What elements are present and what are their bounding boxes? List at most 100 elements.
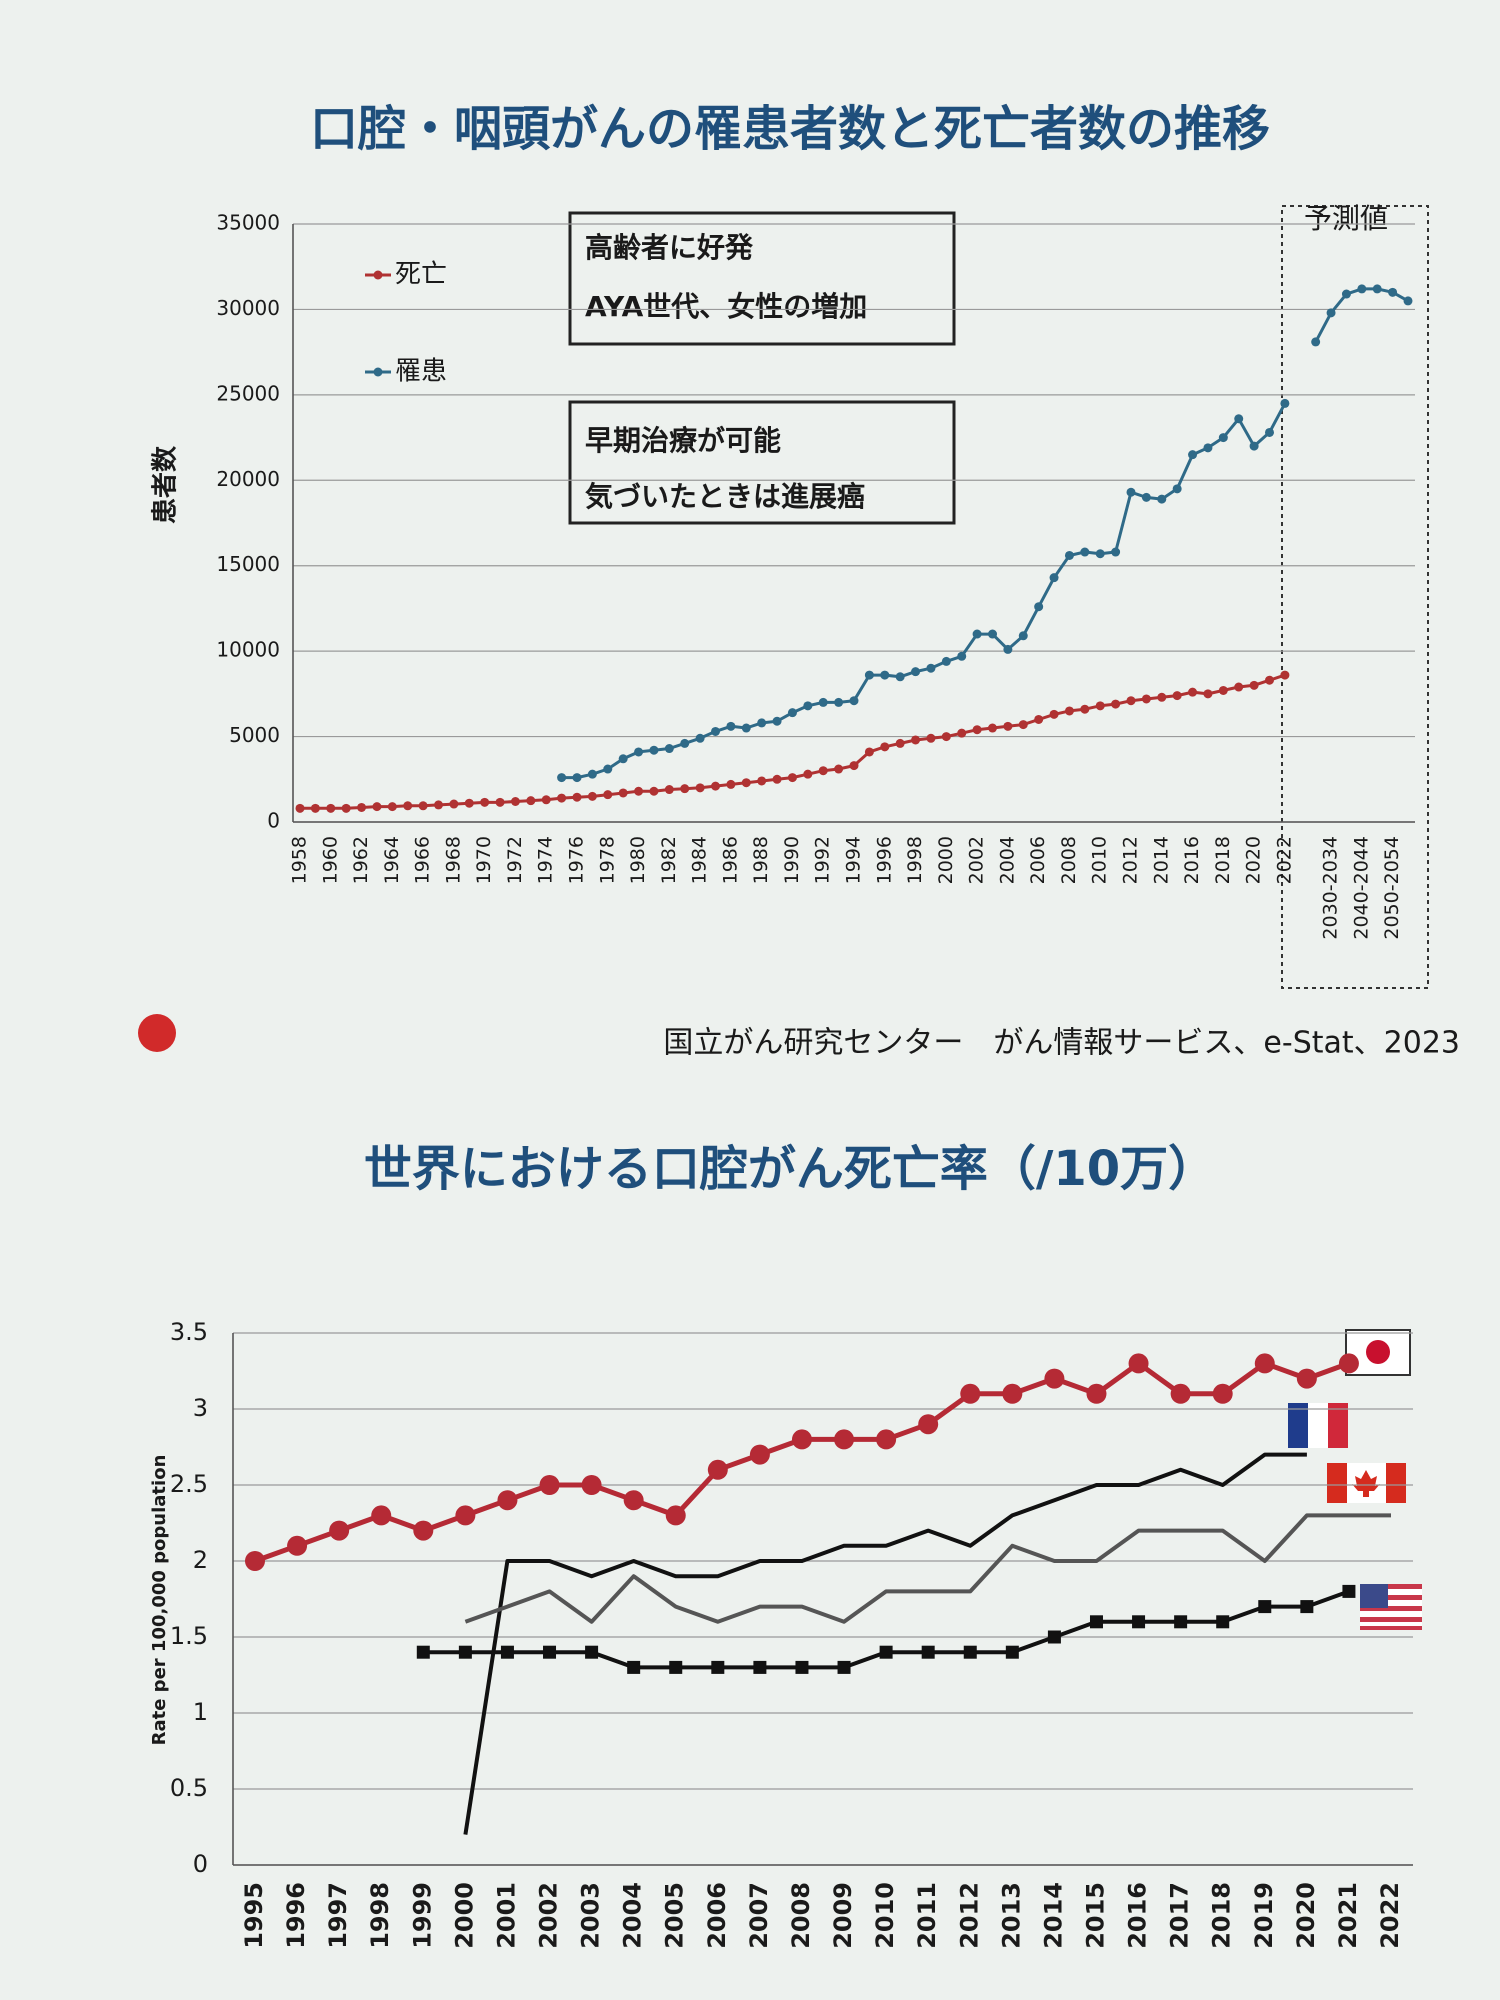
- source-note: 国立がん研究センター がん情報サービス、e-Stat、2023: [663, 1026, 1460, 1061]
- data-point: [880, 742, 890, 752]
- data-point: [1234, 414, 1244, 424]
- data-point: [458, 1645, 472, 1659]
- data-point: [1357, 284, 1367, 294]
- x-tick-label: 2015: [1081, 1882, 1109, 1949]
- data-point: [480, 797, 490, 807]
- data-point: [1342, 1584, 1356, 1598]
- y-tick-label: 20000: [216, 467, 280, 491]
- data-point: [795, 1660, 809, 1674]
- data-point: [1157, 494, 1167, 504]
- data-point: [695, 733, 705, 743]
- x-tick-label: 1988: [750, 836, 772, 884]
- y-tick-label: 0.5: [170, 1774, 208, 1802]
- x-tick-label: 2005: [661, 1882, 689, 1949]
- data-point: [1249, 441, 1259, 451]
- y-tick-label: 0: [193, 1850, 208, 1878]
- data-point: [834, 697, 844, 707]
- data-point: [1034, 602, 1044, 612]
- chart-title: 口腔・咽頭がんの罹患者数と死亡者数の推移: [310, 101, 1270, 157]
- data-point: [1064, 706, 1074, 716]
- data-point: [1300, 1600, 1314, 1614]
- data-point: [634, 786, 644, 796]
- x-tick-label: 1980: [627, 836, 649, 884]
- data-point: [1234, 682, 1244, 692]
- y-tick-label: 0: [267, 809, 280, 833]
- y-tick-label: 1: [193, 1698, 208, 1726]
- data-point: [1265, 675, 1274, 685]
- data-point: [1326, 308, 1336, 318]
- data-point: [1047, 1630, 1061, 1644]
- data-point: [1372, 284, 1382, 294]
- x-tick-label: 2013: [997, 1882, 1025, 1949]
- x-tick-label: 2010: [1089, 836, 1111, 884]
- data-point: [1341, 289, 1351, 299]
- data-point: [1170, 1383, 1191, 1404]
- data-point: [1258, 1600, 1272, 1614]
- data-point: [787, 708, 797, 718]
- x-tick-label: 2012: [1120, 836, 1142, 884]
- data-point: [526, 796, 536, 806]
- x-tick-label: 2002: [966, 836, 988, 884]
- data-point: [618, 788, 628, 798]
- y-axis-label: Rate per 100,000 population: [149, 1455, 170, 1746]
- x-tick-label: 2017: [1166, 1882, 1194, 1949]
- series-line: [463, 1452, 1307, 1835]
- data-point: [1111, 547, 1121, 557]
- data-point: [707, 1459, 728, 1480]
- legend-label: 死亡: [395, 260, 447, 290]
- data-point: [926, 663, 936, 673]
- x-tick-label: 1998: [366, 1882, 394, 1949]
- y-tick-label: 10000: [216, 638, 280, 662]
- data-point: [772, 774, 782, 784]
- data-point: [464, 798, 474, 808]
- data-point: [864, 670, 874, 680]
- data-point: [387, 802, 397, 812]
- x-tick-label: 2009: [829, 1882, 857, 1949]
- y-tick-label: 30000: [216, 296, 280, 320]
- data-point: [957, 728, 967, 738]
- data-point: [1018, 720, 1028, 730]
- data-point: [310, 803, 320, 813]
- data-point: [988, 629, 997, 639]
- x-tick-label: 2014: [1039, 1882, 1067, 1949]
- x-tick-label: 1964: [381, 836, 403, 884]
- data-point: [749, 1444, 770, 1465]
- data-point: [403, 801, 413, 811]
- data-point: [818, 766, 828, 776]
- x-tick-label: 1982: [658, 836, 680, 884]
- data-point: [876, 1429, 897, 1450]
- x-tick-label: 2003: [577, 1882, 605, 1949]
- data-point: [711, 726, 720, 736]
- bullet: [138, 1014, 176, 1052]
- x-tick-label: 2004: [996, 836, 1018, 884]
- data-point: [726, 779, 736, 789]
- data-point: [603, 790, 613, 800]
- data-point: [627, 1660, 641, 1674]
- data-point: [726, 721, 736, 731]
- flag-usa: [1360, 1584, 1422, 1630]
- y-tick-label: 25000: [216, 381, 280, 405]
- data-point: [772, 716, 782, 726]
- data-point: [1296, 1368, 1317, 1389]
- data-point: [455, 1505, 476, 1526]
- data-point: [926, 733, 936, 743]
- y-tick-label: 3: [193, 1394, 208, 1422]
- data-point: [803, 701, 813, 711]
- y-tick-label: 35000: [216, 211, 280, 235]
- data-point: [413, 1520, 434, 1541]
- data-point: [791, 1429, 812, 1450]
- data-point: [988, 723, 997, 733]
- legend-swatch: [373, 367, 383, 377]
- data-point: [941, 732, 951, 742]
- x-tick-label: 1958: [289, 836, 311, 884]
- data-point: [669, 1660, 683, 1674]
- data-point: [1086, 1383, 1107, 1404]
- data-point: [664, 744, 674, 754]
- data-point: [1157, 692, 1167, 702]
- y-tick-label: 3.5: [170, 1318, 208, 1346]
- data-point: [695, 783, 705, 793]
- data-point: [543, 1645, 557, 1659]
- data-point: [1049, 573, 1059, 583]
